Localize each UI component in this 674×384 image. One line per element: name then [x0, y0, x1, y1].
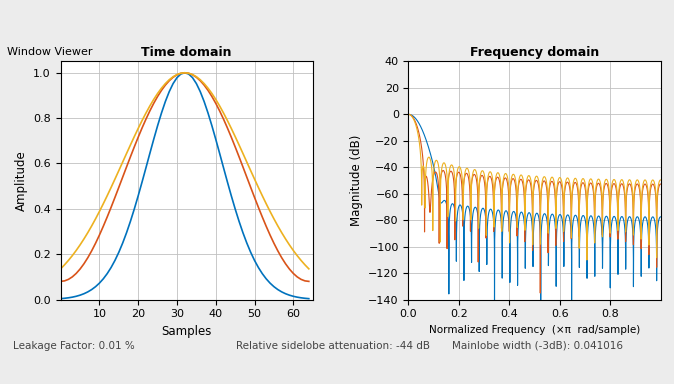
Text: Relative sidelobe attenuation: -44 dB: Relative sidelobe attenuation: -44 dB: [236, 341, 430, 351]
Text: Leakage Factor: 0.01 %: Leakage Factor: 0.01 %: [13, 341, 135, 351]
Y-axis label: Magnitude (dB): Magnitude (dB): [350, 135, 363, 226]
Title: Frequency domain: Frequency domain: [470, 46, 599, 59]
Text: Mainlobe width (-3dB): 0.041016: Mainlobe width (-3dB): 0.041016: [452, 341, 623, 351]
Title: Time domain: Time domain: [142, 46, 232, 59]
Text: Window Viewer: Window Viewer: [7, 47, 92, 57]
X-axis label: Samples: Samples: [162, 325, 212, 338]
Y-axis label: Amplitude: Amplitude: [15, 150, 28, 211]
X-axis label: Normalized Frequency  (×π  rad/sample): Normalized Frequency (×π rad/sample): [429, 325, 640, 335]
